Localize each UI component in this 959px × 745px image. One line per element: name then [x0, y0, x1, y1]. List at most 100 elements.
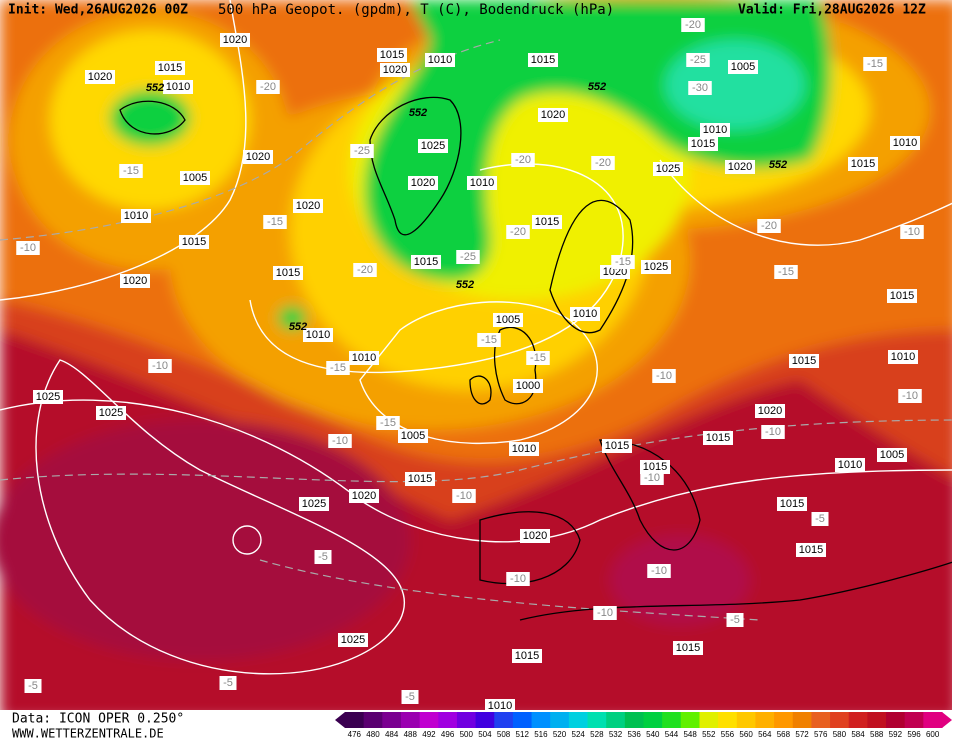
- temperature-label: -5: [405, 691, 415, 703]
- label-box: [163, 80, 193, 94]
- colorbar-swatch: [419, 712, 439, 728]
- init-time: Init: Wed,26AUG2026 00Z: [8, 3, 188, 18]
- pressure-label: 1015: [799, 544, 823, 556]
- colorbar-swatch: [718, 712, 738, 728]
- colorbar-label: 596: [907, 730, 921, 739]
- colorbar-label: 500: [460, 730, 474, 739]
- label-box: [647, 564, 671, 578]
- label-box: [405, 472, 435, 486]
- colorbar-swatch: [363, 712, 383, 728]
- label-box: [811, 512, 829, 526]
- temperature-label: -10: [456, 490, 472, 502]
- colorbar-swatch: [662, 712, 682, 728]
- pressure-label: 1015: [780, 498, 804, 510]
- pressure-label: 1005: [880, 449, 904, 461]
- label-box: [349, 351, 379, 365]
- label-box: [314, 550, 332, 564]
- label-box: [688, 81, 712, 95]
- label-box: [96, 406, 126, 420]
- label-box: [328, 434, 352, 448]
- label-box: [148, 359, 172, 373]
- pressure-label: 1010: [352, 352, 376, 364]
- label-box: [641, 260, 671, 274]
- geopotential-label: 552: [588, 81, 606, 93]
- pressure-label: 1015: [158, 62, 182, 74]
- colorbar-label: 544: [665, 730, 679, 739]
- pressure-label: 1010: [488, 700, 512, 712]
- label-box: [467, 176, 497, 190]
- colorbar-label: 576: [814, 730, 828, 739]
- colorbar-label: 600: [926, 730, 940, 739]
- colorbar-label: 508: [497, 730, 511, 739]
- colorbar-swatch: [848, 712, 868, 728]
- label-box: [121, 209, 151, 223]
- label-box: [726, 613, 744, 627]
- temperature-label: -10: [656, 370, 672, 382]
- temperature-label: -15: [330, 362, 346, 374]
- colorbar-swatch: [550, 712, 570, 728]
- pressure-label: 1020: [411, 177, 435, 189]
- temperature-label: -10: [597, 607, 613, 619]
- colorbar-label: 480: [366, 730, 380, 739]
- pressure-label: 1010: [166, 81, 190, 93]
- temperature-label: -25: [354, 145, 370, 157]
- label-box: [219, 676, 237, 690]
- label-box: [528, 53, 558, 67]
- label-box: [700, 123, 730, 137]
- pressure-label: 1020: [352, 490, 376, 502]
- temperature-label: -10: [332, 435, 348, 447]
- colorbar-swatch: [494, 712, 514, 728]
- colorbar-label: 496: [441, 730, 455, 739]
- pressure-label: 1025: [656, 163, 680, 175]
- pressure-label: 1020: [728, 161, 752, 173]
- temperature-label: -20: [510, 226, 526, 238]
- pressure-label: 1020: [296, 200, 320, 212]
- colorbar-swatch: [886, 712, 906, 728]
- map-title: 500 hPa Geopot. (gpdm), T (C), Bodendruc…: [218, 2, 614, 18]
- temperature-label: -10: [510, 573, 526, 585]
- label-box: [338, 633, 368, 647]
- label-box: [653, 162, 683, 176]
- pressure-label: 1010: [306, 329, 330, 341]
- temperature-label: -5: [223, 677, 233, 689]
- colorbar-label: 536: [627, 730, 641, 739]
- temperature-label: -5: [730, 614, 740, 626]
- colorbar-label: 580: [833, 730, 847, 739]
- temperature-label: -20: [515, 154, 531, 166]
- colorbar-swatch: [792, 712, 812, 728]
- label-box: [520, 529, 550, 543]
- pressure-label: 1020: [523, 530, 547, 542]
- label-box: [611, 255, 635, 269]
- label-box: [728, 60, 758, 74]
- label-box: [593, 606, 617, 620]
- label-box: [777, 497, 807, 511]
- pressure-label: 1015: [414, 256, 438, 268]
- pressure-label: 1015: [605, 440, 629, 452]
- colorbar-swatch: [438, 712, 458, 728]
- colorbar-arrow-right: [942, 712, 952, 728]
- label-box: [887, 289, 917, 303]
- label-box: [243, 150, 273, 164]
- colorbar-swatch: [400, 712, 421, 728]
- colorbar-label: 524: [572, 730, 586, 739]
- label-box: [85, 70, 115, 84]
- geopotential-label: 552: [769, 159, 787, 171]
- colorbar-label: 572: [795, 730, 809, 739]
- label-box: [538, 108, 568, 122]
- temperature-label: -15: [778, 266, 794, 278]
- label-box: [755, 404, 785, 418]
- pressure-label: 1010: [428, 54, 452, 66]
- label-box: [591, 156, 615, 170]
- pressure-label: 1005: [496, 314, 520, 326]
- pressure-label: 1015: [851, 158, 875, 170]
- temperature-label: -20: [685, 19, 701, 31]
- colorbar-swatch: [382, 712, 402, 728]
- label-box: [16, 241, 40, 255]
- pressure-label: 1015: [643, 461, 667, 473]
- colorbar-label: 492: [422, 730, 436, 739]
- label-box: [796, 543, 826, 557]
- colorbar-label: 556: [721, 730, 735, 739]
- pressure-label: 1020: [123, 275, 147, 287]
- temperature-label: -15: [530, 352, 546, 364]
- label-box: [789, 354, 819, 368]
